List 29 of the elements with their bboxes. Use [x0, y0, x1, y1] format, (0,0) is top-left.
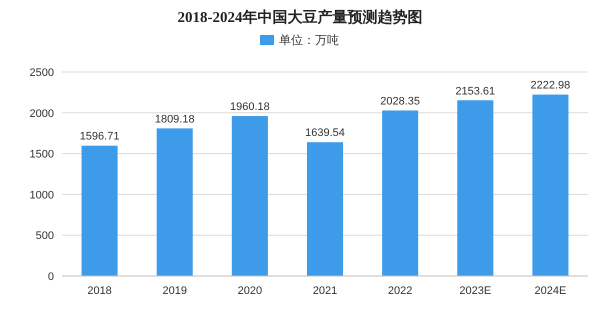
bar: [382, 110, 418, 276]
bar: [82, 146, 118, 276]
x-tick-label: 2021: [312, 285, 338, 297]
bar: [156, 128, 193, 276]
data-label: 2222.98: [530, 80, 570, 92]
bar: [532, 94, 568, 276]
y-tick-label: 1000: [30, 189, 54, 202]
x-tick-label: 2020: [238, 285, 262, 297]
chart-title: 2018-2024年中国大豆产量预测趋势图: [178, 9, 422, 26]
data-label: 2153.61: [455, 85, 496, 98]
data-label: 1639.54: [305, 127, 345, 140]
x-tick-label: 2024E: [534, 285, 566, 297]
y-tick-label: 0: [48, 271, 54, 283]
data-label: 2028.35: [380, 95, 420, 108]
bar: [457, 100, 494, 276]
bar: [232, 116, 268, 276]
y-tick-label: 2500: [30, 67, 54, 79]
legend-label: 单位：万吨: [279, 33, 339, 47]
x-tick-label: 2023E: [459, 285, 492, 297]
data-label: 1960.18: [230, 101, 270, 114]
x-tick-label: 2019: [162, 285, 187, 297]
bar: [306, 142, 344, 276]
y-tick-label: 500: [36, 230, 54, 242]
data-label: 1596.71: [80, 130, 120, 143]
x-tick-label: 2018: [87, 285, 112, 297]
x-tick-label: 2022: [388, 285, 412, 297]
y-tick-label: 2000: [30, 108, 54, 120]
data-label: 1809.18: [154, 113, 195, 126]
y-tick-label: 1500: [30, 148, 54, 161]
